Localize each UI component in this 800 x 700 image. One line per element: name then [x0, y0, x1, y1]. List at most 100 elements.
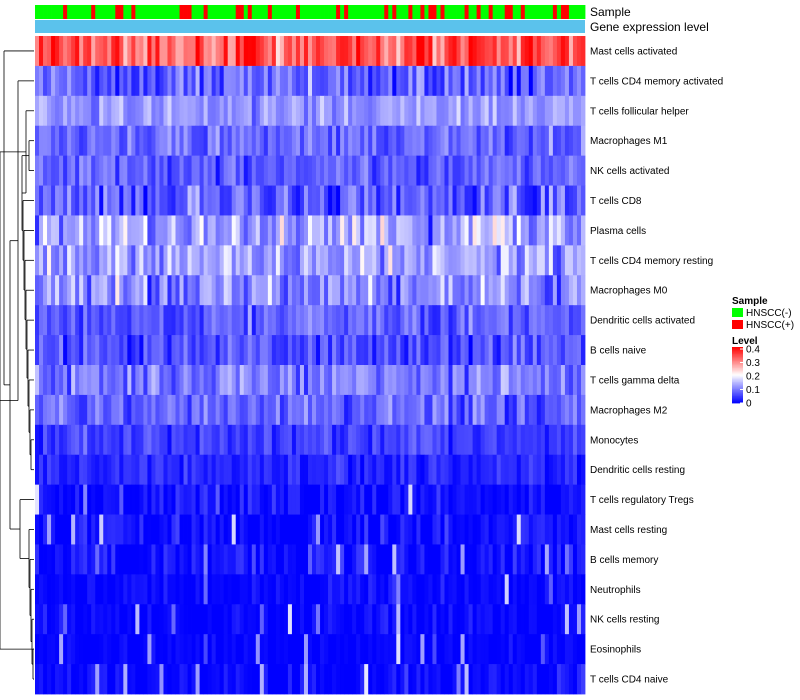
heatmap-cell — [320, 454, 325, 486]
heatmap-cell — [111, 335, 116, 366]
heatmap-cell — [352, 155, 357, 186]
heatmap-cell — [287, 454, 293, 486]
heatmap-cell — [99, 125, 104, 157]
heatmap-cell — [512, 424, 518, 456]
heatmap-cell — [195, 155, 200, 186]
heatmap-cell — [35, 365, 40, 396]
heatmap-cell — [211, 36, 217, 67]
heatmap-cell — [416, 36, 421, 67]
heatmap-cell — [191, 634, 196, 665]
heatmap-cell — [39, 544, 44, 575]
heatmap-cell — [59, 424, 64, 456]
heatmap-cell — [203, 125, 209, 157]
heatmap-cell — [424, 155, 429, 186]
heatmap-cell — [428, 454, 433, 486]
heatmap-cell — [235, 394, 241, 426]
heatmap-cell — [215, 664, 221, 695]
heatmap-cell — [63, 335, 68, 366]
heatmap-cell — [324, 335, 329, 366]
sample-annotation-cell — [460, 5, 465, 19]
heatmap-cell — [528, 454, 534, 486]
heatmap-cell — [151, 484, 156, 515]
heatmap-cell — [444, 394, 449, 426]
heatmap-cell — [83, 424, 88, 456]
heatmap-cell — [496, 245, 502, 276]
heatmap-cell — [544, 185, 550, 216]
heatmap-cell — [420, 335, 425, 366]
heatmap-cell — [580, 424, 586, 456]
heatmap-cell — [67, 305, 72, 336]
heatmap-cell — [340, 514, 345, 545]
heatmap-cell — [312, 95, 317, 127]
heatmap-cell — [428, 305, 433, 336]
heatmap-cell — [468, 36, 473, 67]
sample-annotation-cell — [43, 5, 48, 19]
heatmap-cell — [271, 185, 277, 216]
heatmap-cell — [328, 574, 333, 605]
heatmap-cell — [107, 245, 112, 276]
heatmap-cell — [536, 215, 542, 246]
heatmap-cell — [344, 484, 349, 515]
heatmap-cell — [560, 604, 566, 635]
heatmap-cell — [384, 664, 389, 695]
heatmap-cell — [35, 424, 40, 456]
heatmap-cell — [107, 664, 112, 695]
heatmap-cell — [167, 664, 172, 695]
heatmap-cell — [496, 574, 502, 605]
heatmap-cell — [99, 215, 104, 246]
heatmap-cell — [364, 544, 369, 575]
heatmap-cell — [71, 335, 76, 366]
heatmap-cell — [207, 185, 213, 216]
heatmap-cell — [332, 574, 337, 605]
heatmap-cell — [111, 484, 116, 515]
heatmap-cell — [255, 65, 261, 97]
heatmap-cell — [175, 65, 180, 97]
sample-annotation-cell — [295, 5, 301, 19]
heatmap-cell — [83, 484, 88, 515]
heatmap-cell — [320, 424, 325, 456]
heatmap-cell — [279, 424, 285, 456]
heatmap-cell — [167, 394, 172, 426]
heatmap-cell — [239, 155, 245, 186]
sample-annotation-cell — [532, 5, 538, 19]
heatmap-cell — [520, 305, 526, 336]
heatmap-cell — [135, 544, 140, 575]
heatmap-cell — [320, 664, 325, 695]
heatmap-cell — [251, 155, 257, 186]
heatmap-cell — [87, 424, 92, 456]
heatmap-cell — [548, 185, 554, 216]
heatmap-cell — [368, 245, 373, 276]
heatmap-cell — [364, 245, 369, 276]
heatmap-cell — [312, 394, 317, 426]
heatmap-cell — [352, 424, 357, 456]
heatmap-cell — [536, 125, 542, 157]
heatmap-cell — [251, 514, 257, 545]
heatmap-cell — [187, 275, 192, 306]
heatmap-cell — [572, 36, 578, 67]
heatmap-cell — [552, 544, 558, 575]
heatmap-cell — [259, 125, 265, 157]
row-label: Mast cells resting — [590, 525, 667, 536]
heatmap-cell — [424, 574, 429, 605]
sample-annotation-cell — [468, 5, 473, 19]
heatmap-cell — [71, 95, 76, 127]
heatmap-cell — [59, 544, 64, 575]
heatmap-cell — [243, 65, 249, 97]
heatmap-cell — [332, 275, 337, 306]
heatmap-cell — [235, 604, 241, 635]
sample-annotation-cell — [135, 5, 140, 19]
heatmap-cell — [332, 95, 337, 127]
heatmap-cell — [340, 394, 345, 426]
heatmap-cell — [376, 574, 381, 605]
heatmap-cell — [384, 95, 389, 127]
heatmap-cell — [75, 394, 80, 426]
heatmap-cell — [47, 215, 52, 246]
heatmap-cell — [171, 664, 176, 695]
heatmap-cell — [263, 36, 269, 67]
heatmap-cell — [235, 95, 241, 127]
heatmap-cell — [536, 155, 542, 186]
heatmap-cell — [43, 365, 48, 396]
heatmap-cell — [432, 275, 437, 306]
heatmap-cell — [163, 36, 168, 67]
heatmap-cell — [223, 95, 229, 127]
